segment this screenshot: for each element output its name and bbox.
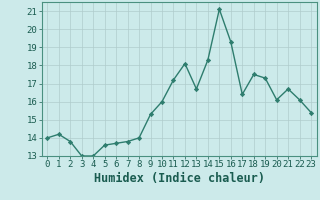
X-axis label: Humidex (Indice chaleur): Humidex (Indice chaleur) [94, 172, 265, 185]
